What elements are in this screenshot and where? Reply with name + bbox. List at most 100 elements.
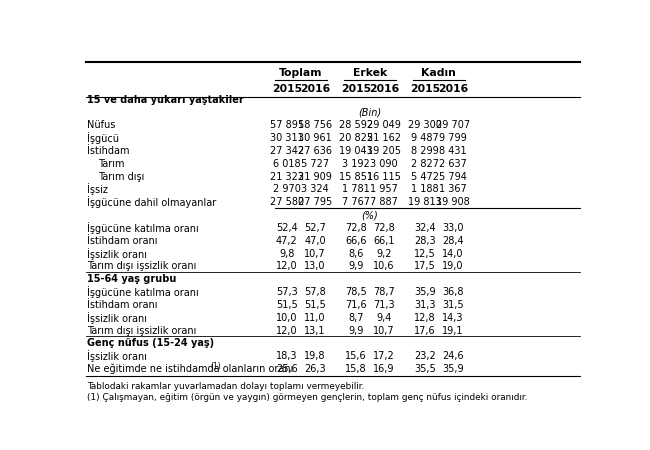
Text: Ne eğitimde ne istihdamda olanların oranı: Ne eğitimde ne istihdamda olanların oran… (87, 364, 294, 374)
Text: 33,0: 33,0 (442, 223, 463, 233)
Text: Tarım dışı işsizlik oranı: Tarım dışı işsizlik oranı (87, 261, 197, 271)
Text: 10,6: 10,6 (373, 261, 395, 271)
Text: 66,1: 66,1 (373, 236, 395, 246)
Text: 47,2: 47,2 (276, 236, 298, 246)
Text: 29 300: 29 300 (408, 121, 442, 130)
Text: 2016: 2016 (438, 84, 468, 94)
Text: 16,9: 16,9 (373, 364, 395, 374)
Text: 5 472: 5 472 (411, 171, 439, 182)
Text: 72,8: 72,8 (345, 223, 367, 233)
Text: İşgücüne dahil olmayanlar: İşgücüne dahil olmayanlar (87, 196, 216, 208)
Text: 2016: 2016 (369, 84, 399, 94)
Text: 1 957: 1 957 (370, 184, 398, 194)
Text: 27 795: 27 795 (298, 197, 332, 207)
Text: 29 049: 29 049 (367, 121, 401, 130)
Text: 8,7: 8,7 (348, 313, 363, 323)
Text: 9 799: 9 799 (439, 133, 467, 143)
Text: 12,5: 12,5 (414, 248, 436, 259)
Text: 36,8: 36,8 (442, 287, 463, 297)
Text: 27 580: 27 580 (270, 197, 304, 207)
Text: 31,3: 31,3 (414, 300, 436, 310)
Text: 25,6: 25,6 (276, 364, 298, 374)
Text: 27 342: 27 342 (270, 146, 304, 156)
Text: 15,6: 15,6 (345, 351, 367, 361)
Text: 28,4: 28,4 (442, 236, 464, 246)
Text: 15 ve daha yukarı yaştakiler: 15 ve daha yukarı yaştakiler (87, 95, 244, 105)
Text: 47,0: 47,0 (304, 236, 326, 246)
Text: 2015: 2015 (272, 84, 302, 94)
Text: 24,6: 24,6 (442, 351, 464, 361)
Text: 15,8: 15,8 (345, 364, 367, 374)
Text: 78,5: 78,5 (345, 287, 367, 297)
Text: Erkek: Erkek (353, 68, 387, 78)
Text: 7 887: 7 887 (370, 197, 398, 207)
Text: (1) Çalışmayan, eğitim (örgün ve yaygın) görmeyen gençlerin, toplam genç nüfus i: (1) Çalışmayan, eğitim (örgün ve yaygın)… (87, 392, 528, 401)
Text: 12,0: 12,0 (276, 325, 298, 336)
Text: 21 909: 21 909 (298, 171, 332, 182)
Text: 26,3: 26,3 (304, 364, 326, 374)
Text: İşgücü: İşgücü (87, 132, 120, 144)
Text: Tarım dışı: Tarım dışı (98, 171, 145, 182)
Text: 19,1: 19,1 (442, 325, 463, 336)
Text: 35,9: 35,9 (442, 364, 464, 374)
Text: 5 727: 5 727 (301, 159, 329, 169)
Text: (1): (1) (211, 362, 222, 371)
Text: 17,6: 17,6 (414, 325, 436, 336)
Text: 35,9: 35,9 (414, 287, 436, 297)
Text: 32,4: 32,4 (414, 223, 436, 233)
Text: 14,3: 14,3 (442, 313, 463, 323)
Text: 17,2: 17,2 (373, 351, 395, 361)
Text: Tarım: Tarım (98, 159, 125, 169)
Text: 19 908: 19 908 (436, 197, 470, 207)
Text: 23,2: 23,2 (414, 351, 436, 361)
Text: 57 891: 57 891 (270, 121, 304, 130)
Text: 57,8: 57,8 (304, 287, 326, 297)
Text: 71,6: 71,6 (345, 300, 367, 310)
Text: (Bin): (Bin) (358, 108, 382, 117)
Text: 2 970: 2 970 (273, 184, 301, 194)
Text: 2015: 2015 (341, 84, 371, 94)
Text: Toplam: Toplam (279, 68, 322, 78)
Text: 21 323: 21 323 (270, 171, 304, 182)
Text: (%): (%) (361, 210, 378, 220)
Text: 8 299: 8 299 (411, 146, 439, 156)
Text: 52,7: 52,7 (304, 223, 326, 233)
Text: 2 637: 2 637 (439, 159, 467, 169)
Text: 31,5: 31,5 (442, 300, 464, 310)
Text: 35,5: 35,5 (414, 364, 436, 374)
Text: 28 592: 28 592 (339, 121, 373, 130)
Text: 78,7: 78,7 (373, 287, 395, 297)
Text: 10,7: 10,7 (304, 248, 326, 259)
Text: Tablodaki rakamlar yuvarlamadan dolayı toplamı vermeyebilir.: Tablodaki rakamlar yuvarlamadan dolayı t… (87, 382, 365, 391)
Text: 71,3: 71,3 (373, 300, 395, 310)
Text: 21 162: 21 162 (367, 133, 401, 143)
Text: 10,7: 10,7 (373, 325, 395, 336)
Text: İşsiz: İşsiz (87, 184, 108, 195)
Text: İşsizlik oranı: İşsizlik oranı (87, 312, 148, 324)
Text: 8 431: 8 431 (439, 146, 467, 156)
Text: İşsizlik oranı: İşsizlik oranı (87, 350, 148, 362)
Text: 11,0: 11,0 (304, 313, 326, 323)
Text: 17,5: 17,5 (414, 261, 436, 271)
Text: 3 324: 3 324 (301, 184, 329, 194)
Text: 28,3: 28,3 (414, 236, 436, 246)
Text: Kadın: Kadın (421, 68, 456, 78)
Text: 19 813: 19 813 (408, 197, 442, 207)
Text: 1 781: 1 781 (342, 184, 370, 194)
Text: İstihdam: İstihdam (87, 146, 130, 156)
Text: İstihdam oranı: İstihdam oranı (87, 236, 158, 246)
Text: 1 367: 1 367 (439, 184, 467, 194)
Text: 12,0: 12,0 (276, 261, 298, 271)
Text: 57,3: 57,3 (276, 287, 298, 297)
Text: 2016: 2016 (300, 84, 330, 94)
Text: 29 707: 29 707 (436, 121, 470, 130)
Text: İşgücüne katılma oranı: İşgücüne katılma oranı (87, 286, 199, 298)
Text: 15 851: 15 851 (339, 171, 373, 182)
Text: 2015: 2015 (410, 84, 440, 94)
Text: 51,5: 51,5 (276, 300, 298, 310)
Text: İşgücüne katılma oranı: İşgücüne katılma oranı (87, 222, 199, 234)
Text: 66,6: 66,6 (345, 236, 367, 246)
Text: 58 756: 58 756 (298, 121, 332, 130)
Text: Tarım dışı işsizlik oranı: Tarım dışı işsizlik oranı (87, 325, 197, 336)
Text: 2 827: 2 827 (411, 159, 439, 169)
